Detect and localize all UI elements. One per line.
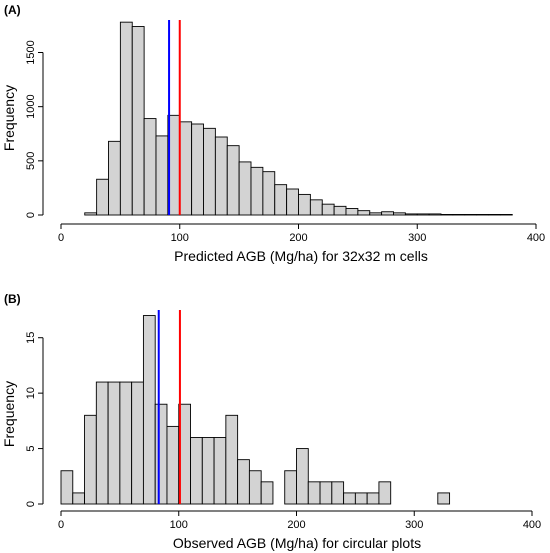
histogram-bar xyxy=(226,145,240,216)
histogram-bar xyxy=(213,437,227,505)
panel-a: (A) 0 100 200 300 400 0 500 1000 1500 Predicted… xyxy=(1,3,545,264)
x-tick-label: 200 xyxy=(287,519,305,531)
y-tick-label: 0 xyxy=(25,212,37,218)
histogram-bar xyxy=(237,459,250,505)
x-tick-label: 100 xyxy=(170,519,188,531)
histogram-bar xyxy=(179,121,193,216)
histogram-bar xyxy=(296,448,309,505)
histogram-bar xyxy=(437,492,451,505)
histogram-bar xyxy=(154,403,168,505)
x-tick-label: 200 xyxy=(289,232,307,244)
histogram-bar xyxy=(404,213,418,216)
histogram-bar xyxy=(345,208,359,216)
histogram-bar xyxy=(107,381,121,505)
vlines-b xyxy=(157,310,181,504)
panel-b: (B) 0 100 200 300 400 0 5 10 15 Observed AGB (M… xyxy=(1,292,541,551)
histogram-bar xyxy=(476,214,489,216)
histogram-bar xyxy=(440,214,454,216)
histogram-bar xyxy=(119,21,133,216)
histogram-bar xyxy=(286,188,299,216)
histogram-bar xyxy=(155,135,169,216)
histogram-bar xyxy=(203,127,216,216)
x-tick-label: 100 xyxy=(171,232,189,244)
histogram-bar xyxy=(60,470,74,505)
histogram-bar xyxy=(464,214,478,216)
histogram-bar xyxy=(225,414,239,505)
histogram-bar xyxy=(428,213,442,216)
y-axis-b: 0 5 10 15 xyxy=(25,332,44,507)
histogram-bar xyxy=(499,214,513,216)
histogram-bar xyxy=(452,214,466,216)
x-tick-label: 0 xyxy=(58,232,64,244)
histogram-bar xyxy=(142,315,156,505)
panel-label-b: (B) xyxy=(4,292,21,306)
x-tick-label: 300 xyxy=(408,232,426,244)
histogram-bar xyxy=(381,211,394,216)
histogram-bar xyxy=(72,492,86,505)
histogram-bar xyxy=(369,212,383,216)
histogram-bar xyxy=(95,381,109,505)
histogram-bar xyxy=(319,481,333,505)
histogram-bar xyxy=(131,26,145,216)
histogram-bar xyxy=(357,210,371,216)
bars-a xyxy=(84,21,513,216)
y-axis-a: 0 500 1000 1500 xyxy=(25,40,44,218)
x-tick-label: 400 xyxy=(523,519,541,531)
histogram-bar xyxy=(96,178,109,216)
histogram-bar xyxy=(214,136,228,216)
x-axis-title-b: Observed AGB (Mg/ha) for circular plots xyxy=(173,535,421,551)
histogram-bar xyxy=(250,166,264,216)
histogram-bar xyxy=(488,214,501,216)
y-tick-label: 1000 xyxy=(25,94,37,118)
histogram-bar xyxy=(354,492,368,505)
histogram-bar xyxy=(298,193,311,216)
histogram-bar xyxy=(262,171,276,216)
vlines-a xyxy=(168,20,181,215)
y-tick-label: 0 xyxy=(25,501,37,507)
histogram-bar xyxy=(84,414,97,505)
histogram-bar xyxy=(166,425,180,505)
x-tick-label: 400 xyxy=(527,232,545,244)
histogram-bar xyxy=(343,492,356,505)
y-tick-label: 500 xyxy=(25,152,37,170)
histogram-bar xyxy=(191,123,204,216)
x-tick-label: 0 xyxy=(58,519,64,531)
histogram-bar xyxy=(190,437,203,505)
histogram-bar xyxy=(260,481,274,505)
y-tick-label: 1500 xyxy=(25,40,37,64)
histogram-bar xyxy=(321,203,335,216)
y-axis-title-a: Frequency xyxy=(1,85,17,151)
histogram-bar xyxy=(248,470,262,505)
panel-label-a: (A) xyxy=(4,3,21,17)
x-tick-label: 300 xyxy=(405,519,423,531)
histogram-bar xyxy=(366,492,380,505)
histogram-bar xyxy=(238,161,252,216)
histogram-bar xyxy=(416,213,430,216)
histogram-bar xyxy=(307,481,321,505)
histogram-bar xyxy=(119,381,133,505)
histogram-bar xyxy=(201,437,215,505)
histogram-bar xyxy=(378,481,392,505)
histogram-bar xyxy=(333,205,347,216)
x-axis-a: 0 100 200 300 400 xyxy=(58,223,545,244)
y-axis-title-b: Frequency xyxy=(1,381,17,447)
x-axis-b: 0 100 200 300 400 xyxy=(58,510,541,531)
histogram-bar xyxy=(393,212,406,216)
histogram-bar xyxy=(143,118,157,216)
histogram-bar xyxy=(84,212,98,216)
histogram-bar xyxy=(309,199,323,216)
histogram-bar xyxy=(274,184,288,216)
histogram-bar xyxy=(331,481,345,505)
y-tick-label: 10 xyxy=(25,387,37,399)
y-tick-label: 5 xyxy=(25,446,37,452)
x-axis-title-a: Predicted AGB (Mg/ha) for 32x32 m cells xyxy=(174,248,428,264)
y-tick-label: 15 xyxy=(25,332,37,344)
histogram-bar xyxy=(284,470,297,505)
histogram-bar xyxy=(108,140,121,216)
histogram-bar xyxy=(131,381,144,505)
bars-b xyxy=(60,315,451,505)
